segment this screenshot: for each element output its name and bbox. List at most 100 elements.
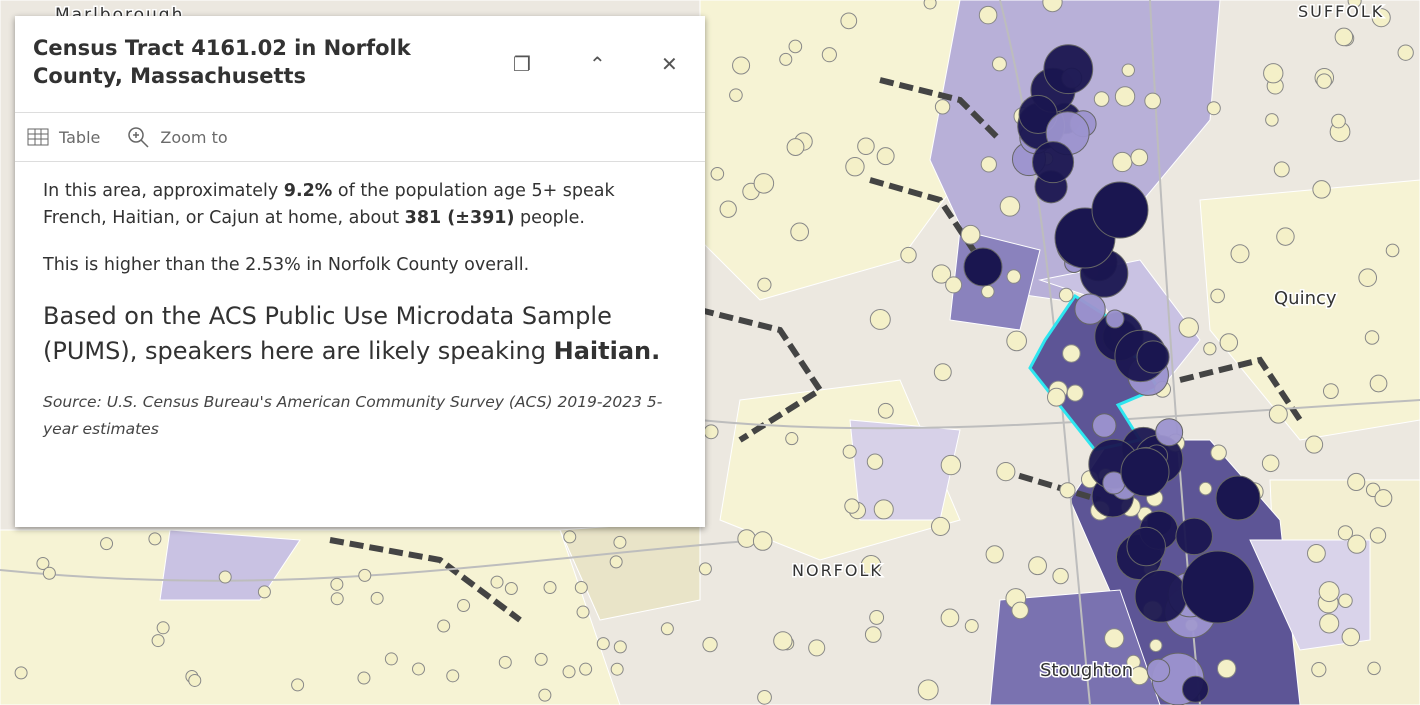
symbol <box>788 39 803 54</box>
symbol <box>1006 330 1027 352</box>
symbol <box>1230 244 1250 264</box>
boundary <box>999 467 1101 503</box>
text: In this area, approximately <box>43 181 284 201</box>
symbol <box>964 619 979 633</box>
symbol <box>1052 567 1069 585</box>
symbol <box>457 599 471 613</box>
symbol <box>1126 526 1166 567</box>
symbol <box>757 689 772 705</box>
symbol <box>1312 180 1331 199</box>
symbol <box>1306 544 1326 563</box>
table-action[interactable]: Table <box>27 128 100 147</box>
symbol <box>1155 418 1184 447</box>
symbol <box>1215 475 1261 521</box>
area <box>0 529 621 705</box>
symbol <box>900 246 917 264</box>
symbol <box>1120 447 1170 497</box>
symbol <box>1042 0 1063 13</box>
symbol <box>732 56 751 75</box>
symbol <box>752 531 773 551</box>
source-note: Source: U.S. Census Bureau's American Co… <box>43 393 663 438</box>
symbol <box>613 640 627 654</box>
symbol <box>1093 91 1110 107</box>
text: of the population age 5+ speak French, H… <box>43 181 615 228</box>
symbol <box>1062 344 1081 363</box>
symbol <box>610 662 624 676</box>
symbol <box>562 665 576 679</box>
symbol <box>1268 404 1288 424</box>
zoom-action[interactable]: Zoom to <box>126 125 228 149</box>
symbol <box>257 585 271 599</box>
symbol <box>757 277 772 292</box>
paragraph: Based on the ACS Public Use Microdata Sa… <box>43 299 677 369</box>
symbol <box>563 530 577 544</box>
road <box>999 0 1091 705</box>
symbol <box>996 462 1016 482</box>
symbol <box>1276 227 1295 246</box>
symbol <box>1318 581 1340 603</box>
symbol <box>785 432 799 446</box>
symbol <box>869 610 885 625</box>
collapse-button[interactable]: ⌃ <box>589 52 606 76</box>
symbol <box>917 679 939 701</box>
boundary <box>1179 356 1303 422</box>
symbol <box>945 276 963 294</box>
road <box>0 539 761 582</box>
symbol <box>845 157 865 177</box>
symbol <box>1130 148 1149 167</box>
symbol <box>1181 675 1209 703</box>
close-button[interactable]: ✕ <box>661 52 678 76</box>
boundary <box>699 307 825 443</box>
symbol <box>1114 86 1136 107</box>
symbol <box>330 577 344 591</box>
symbol <box>1347 472 1366 492</box>
symbol <box>538 688 552 702</box>
symbol <box>963 247 1003 287</box>
symbol <box>1334 27 1354 47</box>
symbol <box>1203 342 1217 356</box>
symbol <box>14 666 28 680</box>
symbol <box>1385 243 1400 258</box>
symbol <box>1074 293 1106 325</box>
dock-button[interactable]: ❐ <box>513 52 531 76</box>
symbol <box>985 545 1004 564</box>
symbol <box>1144 92 1161 110</box>
symbol <box>1112 151 1133 173</box>
symbol <box>773 631 793 651</box>
area <box>1199 179 1420 441</box>
symbol <box>1331 113 1346 129</box>
text: people. <box>514 208 585 228</box>
symbol <box>1006 269 1022 284</box>
symbol <box>1369 374 1388 393</box>
symbol <box>1066 384 1084 402</box>
symbol <box>1273 161 1290 178</box>
symbol <box>860 554 882 576</box>
symbol <box>991 56 1007 72</box>
symbol <box>1305 435 1324 454</box>
symbol <box>100 537 114 551</box>
symbol <box>384 652 398 666</box>
symbol <box>842 444 857 459</box>
symbol <box>729 88 743 102</box>
symbol <box>873 499 894 520</box>
symbol <box>864 626 882 643</box>
symbol <box>490 575 504 589</box>
symbol <box>218 570 232 584</box>
map-label: SUFFOLK <box>1298 2 1384 21</box>
symbol <box>660 622 674 636</box>
boundary <box>329 537 522 623</box>
popup-content: In this area, approximately 9.2% of the … <box>15 162 705 479</box>
symbol <box>930 516 951 536</box>
symbol <box>613 535 627 549</box>
symbol <box>866 453 884 470</box>
symbol <box>877 402 894 419</box>
symbol <box>1136 340 1170 374</box>
symbol <box>1311 661 1327 678</box>
symbol <box>981 284 995 299</box>
symbol <box>703 424 719 440</box>
symbol <box>1397 44 1414 61</box>
symbol <box>330 592 344 606</box>
popup-title: Census Tract 4161.02 in Norfolk County, … <box>33 36 411 88</box>
symbol <box>42 566 56 580</box>
symbol <box>1028 556 1047 576</box>
